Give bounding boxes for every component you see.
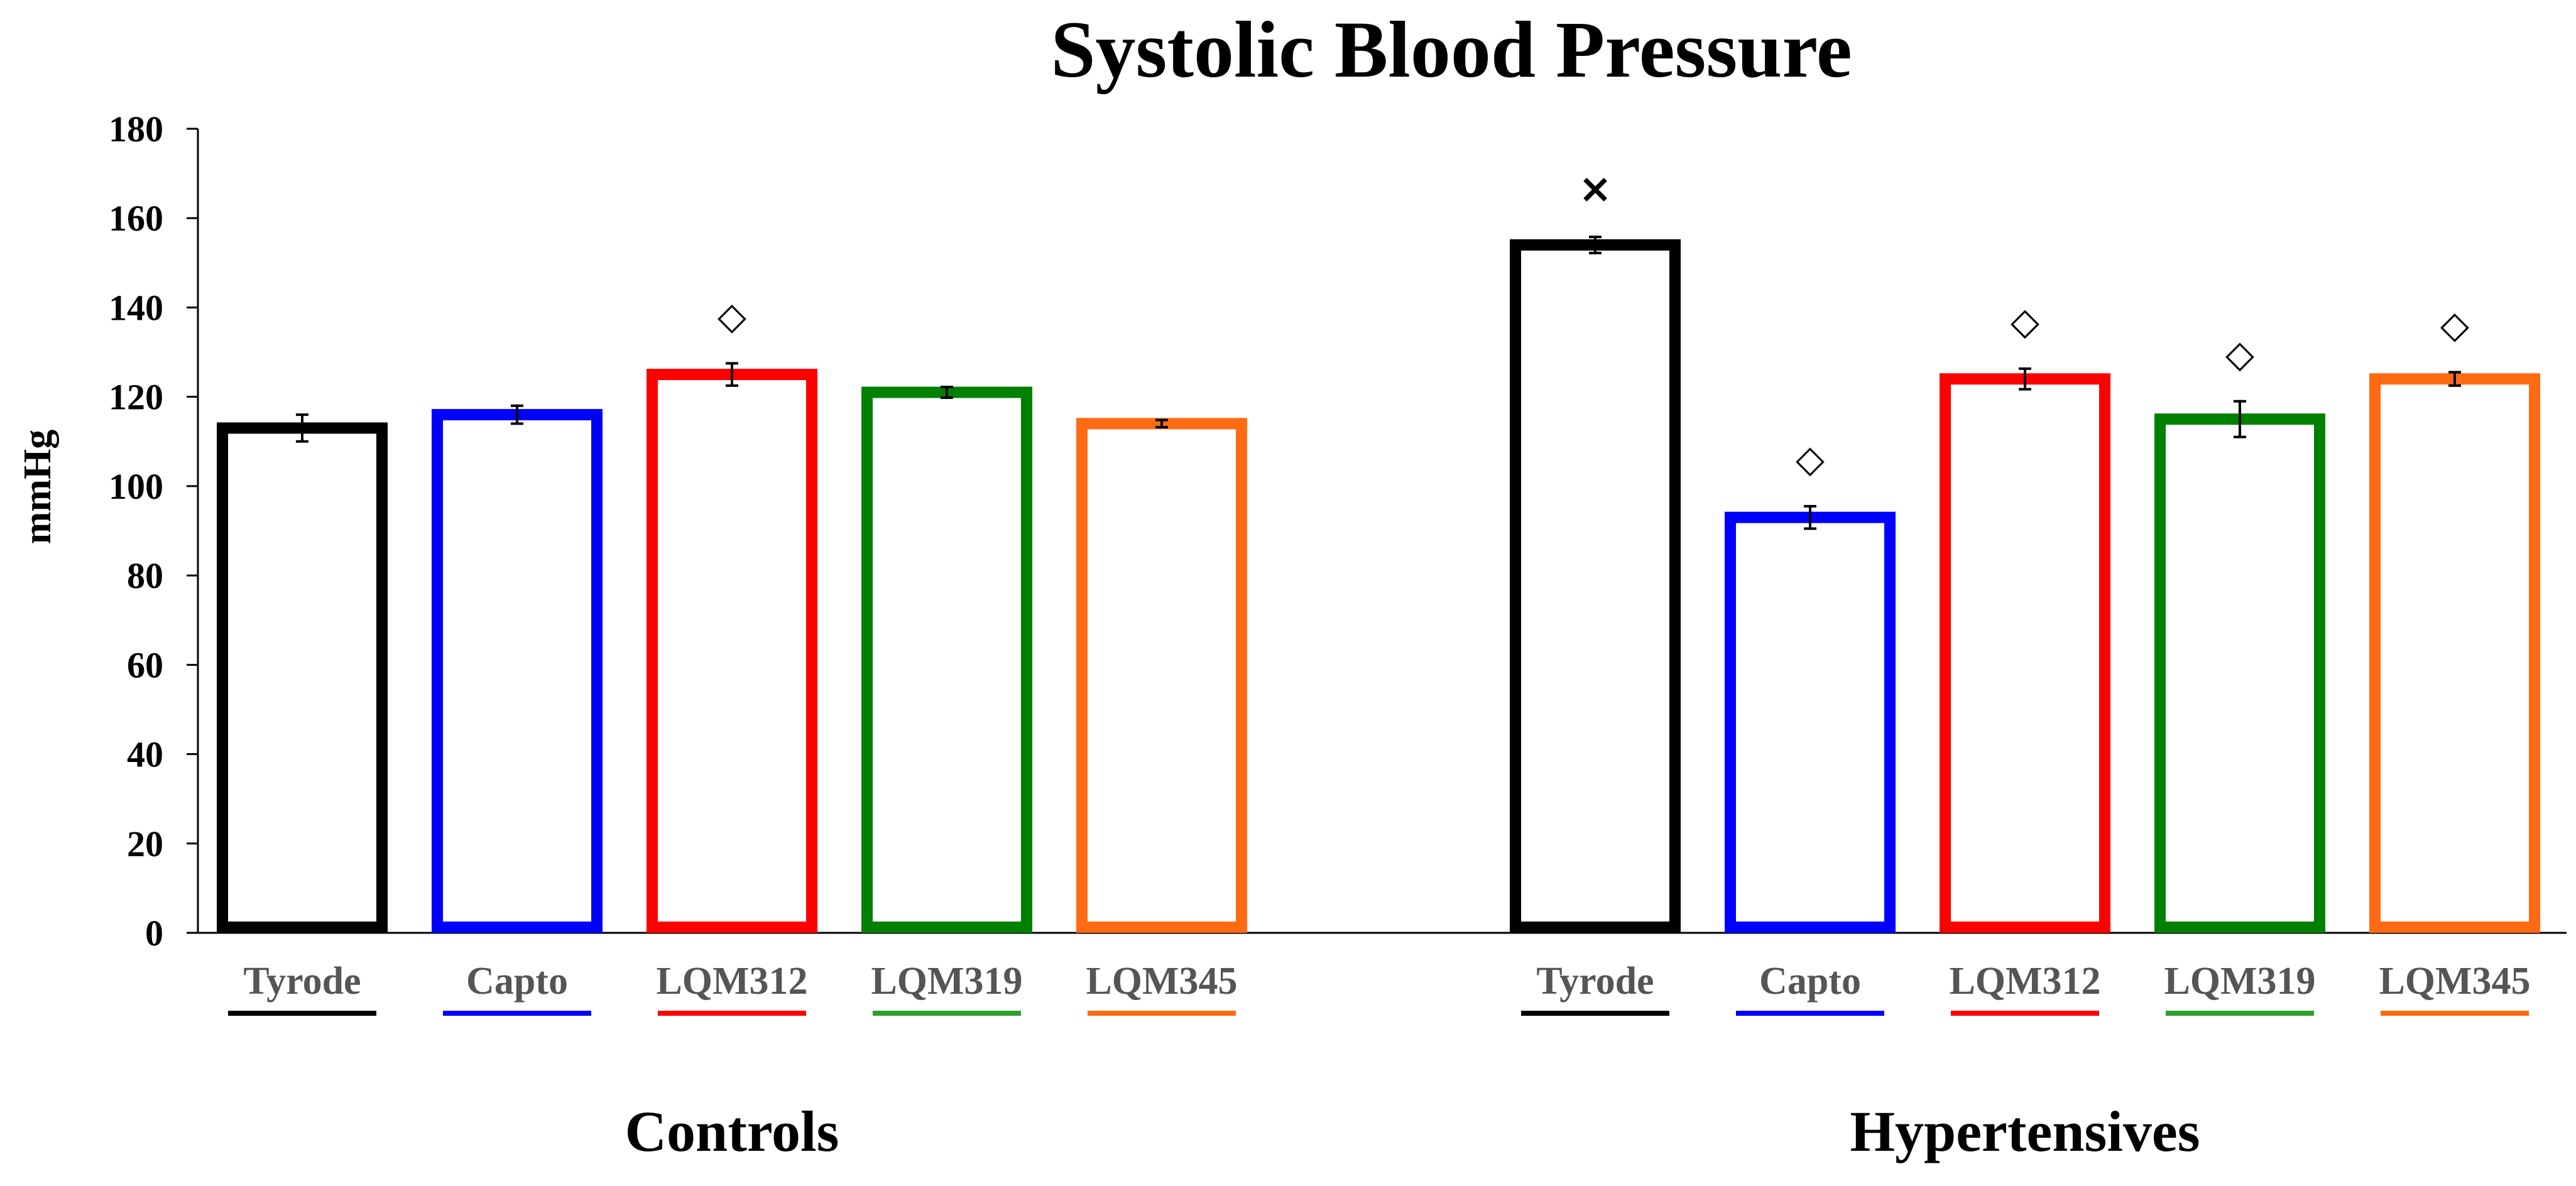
group-label: Hypertensives <box>1850 1099 2200 1163</box>
category-label: Tyrode <box>1536 960 1654 1003</box>
significance-marker: ◇ <box>2011 300 2039 344</box>
bar-hypertensives-lqm312 <box>1940 373 2110 933</box>
category-label: LQM312 <box>656 960 807 1003</box>
y-tick-label: 20 <box>127 824 163 864</box>
significance-marker: ◇ <box>2225 332 2254 376</box>
bar-controls-capto <box>432 409 603 933</box>
significance-marker: ◇ <box>2440 303 2469 347</box>
y-tick-label: 140 <box>109 287 163 328</box>
significance-marker: × <box>1578 166 1612 212</box>
labels-layer: Tyrode Capto LQM312 LQM319 LQM345 Controls Tyr… <box>228 960 2531 1163</box>
y-tick-label: 60 <box>127 645 163 685</box>
y-tick-label: 180 <box>109 109 163 150</box>
y-axis-label: mmHg <box>16 430 59 545</box>
bar-hypertensives-tyrode <box>1510 239 1681 933</box>
bar-controls-lqm319 <box>861 386 1032 933</box>
axes: 0 20 40 60 80 100 120 140 160 180 <box>109 109 2567 954</box>
significance-marker: ◇ <box>1796 437 1825 481</box>
category-label: Capto <box>1759 960 1861 1003</box>
y-tick-label: 40 <box>127 734 163 775</box>
bar-controls-lqm312 <box>647 369 817 933</box>
bars-layer: ◇ × ◇ ◇ ◇ ◇ <box>217 166 2540 933</box>
bar-hypertensives-lqm345 <box>2369 373 2540 933</box>
category-label: LQM319 <box>2164 960 2315 1003</box>
bar-hypertensives-lqm319 <box>2154 413 2325 933</box>
group-label: Controls <box>625 1099 839 1163</box>
category-label: LQM319 <box>871 960 1022 1003</box>
chart-title: Systolic Blood Pressure <box>1051 5 1852 94</box>
category-label: LQM312 <box>1949 960 2100 1003</box>
y-tick-label: 80 <box>127 555 163 596</box>
category-label: Capto <box>466 960 568 1003</box>
category-label: Tyrode <box>243 960 361 1003</box>
category-label: LQM345 <box>2379 960 2530 1003</box>
y-tick-label: 120 <box>109 377 163 418</box>
significance-marker: ◇ <box>718 294 746 338</box>
y-tick-label: 160 <box>109 198 163 239</box>
bar-controls-lqm345 <box>1076 418 1247 933</box>
category-label: LQM345 <box>1086 960 1237 1003</box>
y-tick-label: 100 <box>109 466 163 507</box>
bar-hypertensives-capto <box>1725 511 1896 933</box>
y-tick-label: 0 <box>145 913 163 954</box>
bar-controls-tyrode <box>217 422 388 933</box>
